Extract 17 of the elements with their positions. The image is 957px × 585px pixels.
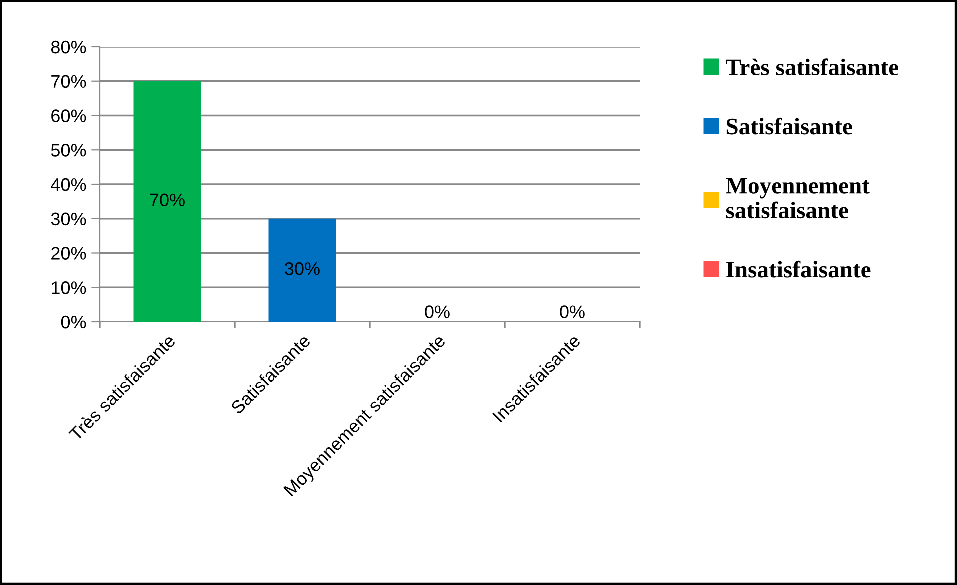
data-label: 70%	[150, 194, 185, 207]
y-tick-label: 60%	[52, 110, 86, 122]
legend-label: Insatisfaisante	[726, 260, 871, 278]
y-tick-label: 40%	[51, 178, 86, 192]
y-tick-label: 10%	[52, 282, 86, 294]
legend-label: Très satisfaisante	[726, 58, 898, 76]
legend-label: Satisfaisante	[726, 118, 852, 135]
data-label: 0%	[425, 306, 450, 318]
legend-label: Moyennement satisfaisante	[726, 178, 870, 219]
y-tick-label: 50%	[51, 144, 86, 157]
y-tick-label: 70%	[52, 75, 86, 88]
y-tick-label: 0%	[61, 316, 86, 329]
data-label: 0%	[560, 306, 585, 318]
data-label: 30%	[285, 262, 320, 276]
y-tick-label: 20%	[52, 247, 86, 260]
y-tick-label: 30%	[51, 212, 86, 226]
y-tick-label: 80%	[51, 40, 86, 54]
